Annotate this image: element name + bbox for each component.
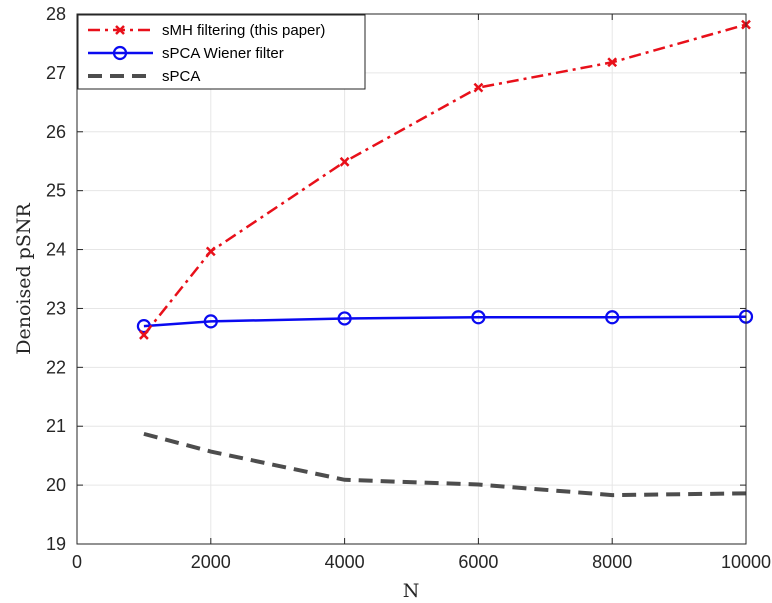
data-point-1: [605, 310, 620, 325]
series-line-0: [142, 23, 747, 336]
marker-stroke: [139, 330, 149, 340]
legend-label: sMH filtering (this paper): [162, 22, 325, 39]
y-tick-label: 24: [46, 240, 66, 260]
legend-marker: [115, 25, 125, 35]
data-point-1: [471, 310, 486, 325]
legend: sMH filtering (this paper) sPCA Wiener fi…: [77, 14, 366, 90]
marker-stroke: [607, 57, 618, 68]
y-tick-label: 22: [46, 357, 66, 377]
x-tick-label: 8000: [592, 552, 632, 572]
y-tick-label: 25: [46, 181, 66, 201]
data-point-0: [339, 156, 350, 167]
x-tick-label: 6000: [458, 552, 498, 572]
x-tick-label: 10000: [721, 552, 771, 572]
marker-stroke: [473, 82, 484, 93]
data-point-0: [607, 57, 618, 68]
series-line-2: [143, 431, 747, 498]
y-tick-label: 19: [46, 534, 66, 554]
series-line-1: [143, 315, 747, 328]
y-tick-label: 28: [46, 4, 66, 24]
series-group: [136, 19, 754, 498]
legend-marker: [112, 45, 128, 61]
x-axis-label: N: [403, 580, 420, 602]
data-point-0: [139, 330, 149, 340]
plot-frame: [76, 13, 747, 545]
plot-background: [77, 14, 746, 544]
x-tick-label: 4000: [325, 552, 365, 572]
y-tick-label: 27: [46, 63, 66, 83]
ticks: 0 2000 4000 6000 8000 10000 19 20 21 22 23 24 25 26 27…: [46, 4, 771, 572]
y-tick-label: 26: [46, 122, 66, 142]
x-tick-label: 0: [72, 552, 82, 572]
x-tick-label: 2000: [191, 552, 231, 572]
data-point-0: [473, 82, 484, 93]
y-tick-label: 23: [46, 298, 66, 318]
y-tick-label: 21: [46, 416, 66, 436]
legend-label: sPCA Wiener filter: [162, 45, 284, 62]
marker-stroke: [339, 156, 350, 167]
y-axis-label: Denoised pSNR: [13, 203, 35, 355]
data-point-1: [203, 314, 218, 329]
y-tick-label: 20: [46, 475, 66, 495]
legend-label: sPCA: [162, 68, 200, 85]
data-point-1: [337, 311, 352, 326]
marker-stroke: [115, 25, 125, 35]
data-point-0: [205, 246, 216, 257]
marker-stroke: [205, 246, 216, 257]
